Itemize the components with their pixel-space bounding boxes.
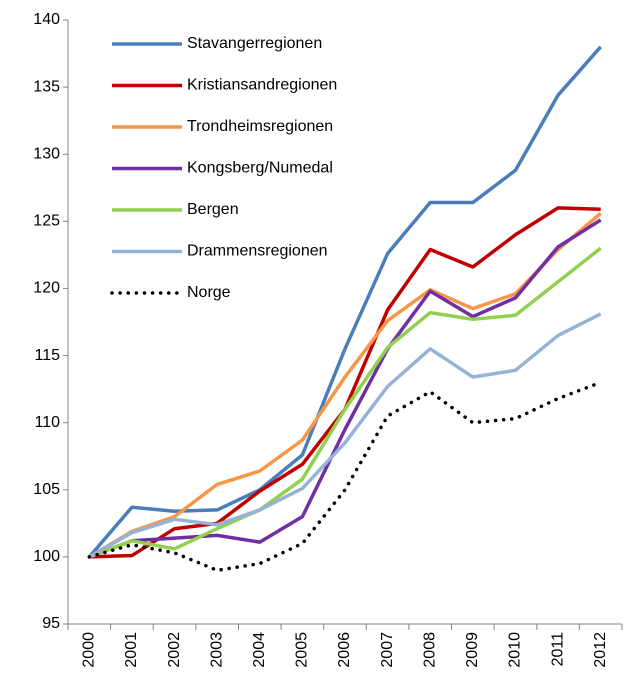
- x-tick-label: 2006: [336, 632, 353, 668]
- series-line: [88, 211, 602, 559]
- x-tick-label: 2010: [507, 632, 524, 668]
- series-line: [89, 206, 601, 559]
- series-line: [87, 380, 603, 573]
- series-line: [87, 45, 603, 559]
- legend-label: Kristiansandregionen: [187, 77, 337, 94]
- x-tick-label: 2001: [123, 632, 140, 668]
- y-tick-label: 120: [33, 280, 60, 297]
- x-tick-label: 2004: [251, 632, 268, 668]
- y-tick-label: 110: [34, 414, 60, 431]
- y-tick-label: 140: [33, 11, 60, 28]
- legend-label: Drammensregionen: [187, 243, 328, 260]
- legend-label: Trondheimsregionen: [187, 118, 333, 135]
- y-tick-label: 95: [42, 615, 60, 632]
- series-line: [88, 218, 602, 559]
- x-tick-label: 2012: [592, 632, 609, 668]
- legend-label: Norge: [187, 284, 231, 301]
- y-tick-label: 100: [33, 548, 60, 565]
- x-tick-label: 2011: [549, 632, 566, 667]
- x-tick-label: 2002: [166, 632, 183, 668]
- y-tick-label: 125: [33, 213, 60, 230]
- x-tick-label: 2008: [421, 632, 438, 668]
- y-tick-label: 115: [34, 347, 60, 364]
- x-tick-label: 2000: [81, 632, 98, 668]
- series-line: [88, 312, 602, 559]
- x-tick-label: 2007: [379, 632, 396, 668]
- x-tick-label: 2005: [294, 632, 311, 668]
- legend-label: Bergen: [187, 201, 239, 218]
- legend-label: Kongsberg/Numedal: [187, 160, 333, 177]
- y-tick-label: 130: [33, 145, 60, 162]
- y-tick-label: 135: [33, 78, 60, 95]
- series-line: [88, 246, 602, 559]
- legend-label: Stavangerregionen: [187, 35, 322, 52]
- x-tick-label: 2003: [208, 632, 225, 668]
- y-tick-label: 105: [33, 481, 60, 498]
- x-tick-label: 2009: [464, 632, 481, 668]
